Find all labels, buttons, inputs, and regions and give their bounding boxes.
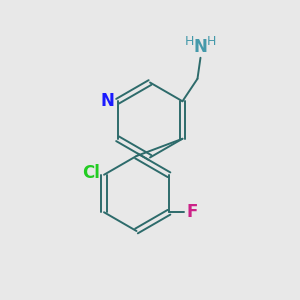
Text: H: H: [184, 35, 194, 48]
Text: F: F: [186, 203, 198, 221]
Text: N: N: [194, 38, 207, 56]
Text: Cl: Cl: [82, 164, 100, 182]
Text: N: N: [100, 92, 115, 110]
Text: H: H: [207, 35, 217, 48]
